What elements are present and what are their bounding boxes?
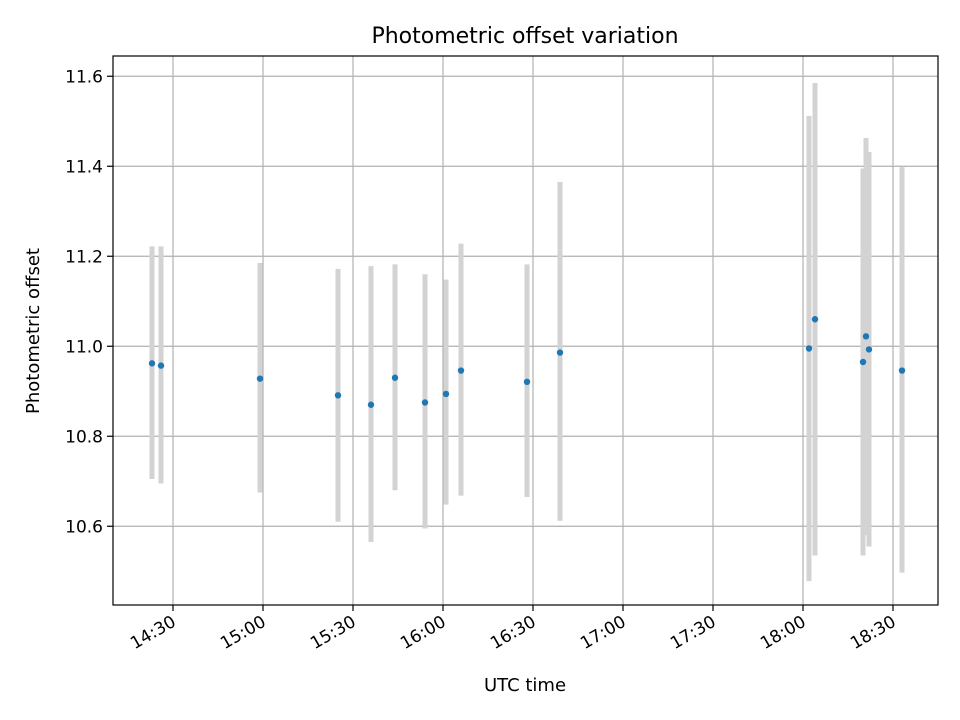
data-point [898,367,906,374]
data-point [442,390,450,398]
y-tick-label: 10.8 [65,427,103,447]
data-point [811,316,819,323]
data-point [805,345,813,352]
data-point [556,349,564,356]
plot-frame [112,55,939,606]
data-point [334,392,342,399]
y-tick-label: 10.6 [65,517,103,537]
data-points [148,316,906,408]
data-point [256,375,264,382]
x-axis-label: UTC time [484,675,566,696]
data-point [523,378,531,385]
y-tick-label: 11.2 [65,247,103,267]
data-point [862,333,870,340]
y-tick-label: 11.0 [65,337,103,357]
data-point [859,358,867,366]
data-point [457,367,465,374]
y-tick-label: 11.4 [65,157,103,177]
data-point [865,346,873,353]
data-point [157,362,165,369]
data-point [148,360,156,367]
y-axis-label: Photometric offset [23,248,44,414]
data-point [421,399,429,406]
chart-title: Photometric offset variation [371,24,678,49]
data-point [367,401,375,408]
data-point [391,374,399,381]
y-axis-ticks: 10.6 10.8 11.0 11.2 11.4 11.6 [65,67,113,537]
y-tick-label: 11.6 [65,67,103,87]
